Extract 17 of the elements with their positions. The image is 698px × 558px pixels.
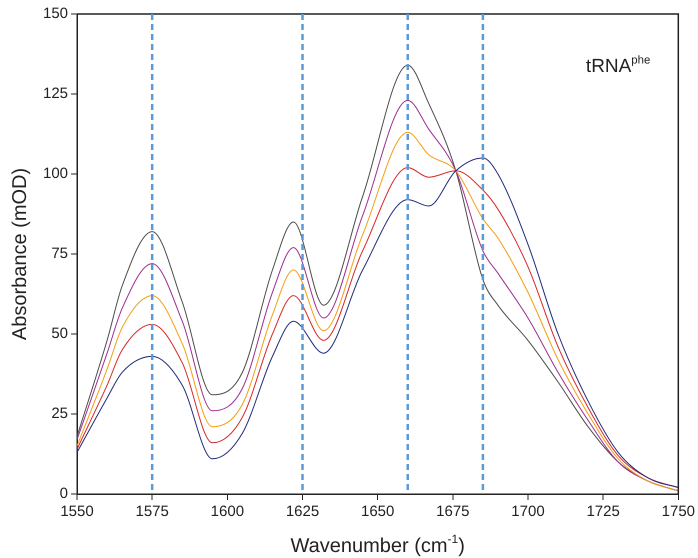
y-tick-label: 150: [42, 5, 68, 22]
y-tick-label: 0: [60, 485, 68, 502]
y-tick-label: 75: [51, 245, 68, 262]
y-tick-label: 25: [51, 405, 68, 422]
x-tick-label: 1725: [586, 503, 620, 520]
x-tick-label: 1550: [60, 503, 94, 520]
x-tick-label: 1650: [360, 503, 394, 520]
y-tick-label: 100: [42, 165, 68, 182]
y-axis-title: Absorbance (mOD): [9, 168, 31, 340]
x-tick-label: 1675: [436, 503, 470, 520]
x-tick-label: 1700: [511, 503, 545, 520]
y-tick-label: 125: [42, 85, 68, 102]
x-tick-label: 1575: [136, 503, 169, 520]
x-tick-label: 1625: [286, 503, 320, 520]
y-tick-label: 50: [51, 325, 68, 342]
x-tick-label: 1600: [210, 503, 244, 520]
x-tick-label: 1750: [662, 503, 696, 520]
